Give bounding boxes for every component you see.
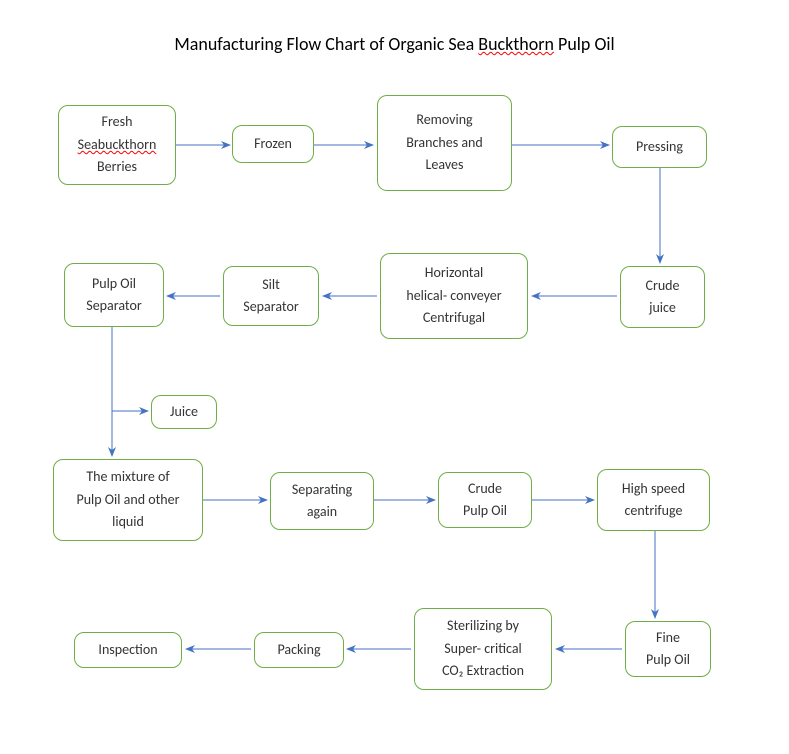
- chart-title: Manufacturing Flow Chart of Organic Sea …: [0, 33, 789, 55]
- title-prefix: Manufacturing Flow Chart of Organic Sea: [174, 33, 478, 55]
- node-n14: FinePulp Oil: [625, 621, 711, 677]
- node-n17: Inspection: [74, 632, 182, 668]
- node-n5: Crudejuice: [620, 266, 705, 328]
- node-n4: Pressing: [612, 126, 707, 168]
- node-n16: Packing: [254, 632, 344, 668]
- node-n8: Pulp OilSeparator: [64, 263, 164, 327]
- title-squiggle: Buckthorn: [478, 33, 554, 55]
- node-n13: High speedcentrifuge: [597, 469, 710, 531]
- node-n15: Sterilizing bySuper- criticalCO₂ Extract…: [414, 608, 552, 690]
- node-n2: Frozen: [232, 125, 314, 163]
- node-n6: Horizontalhelical- conveyerCentrifugal: [380, 253, 528, 339]
- node-n10: The mixture ofPulp Oil and otherliquid: [53, 459, 203, 541]
- node-n3: RemovingBranches andLeaves: [377, 95, 512, 191]
- node-n1: FreshSeabuckthornBerries: [58, 105, 176, 185]
- node-n12: CrudePulp Oil: [438, 472, 532, 528]
- title-suffix: Pulp Oil: [554, 33, 615, 55]
- node-n9: Juice: [151, 395, 217, 429]
- node-n7: SiltSeparator: [223, 266, 319, 326]
- node-n11: Separatingagain: [270, 472, 374, 530]
